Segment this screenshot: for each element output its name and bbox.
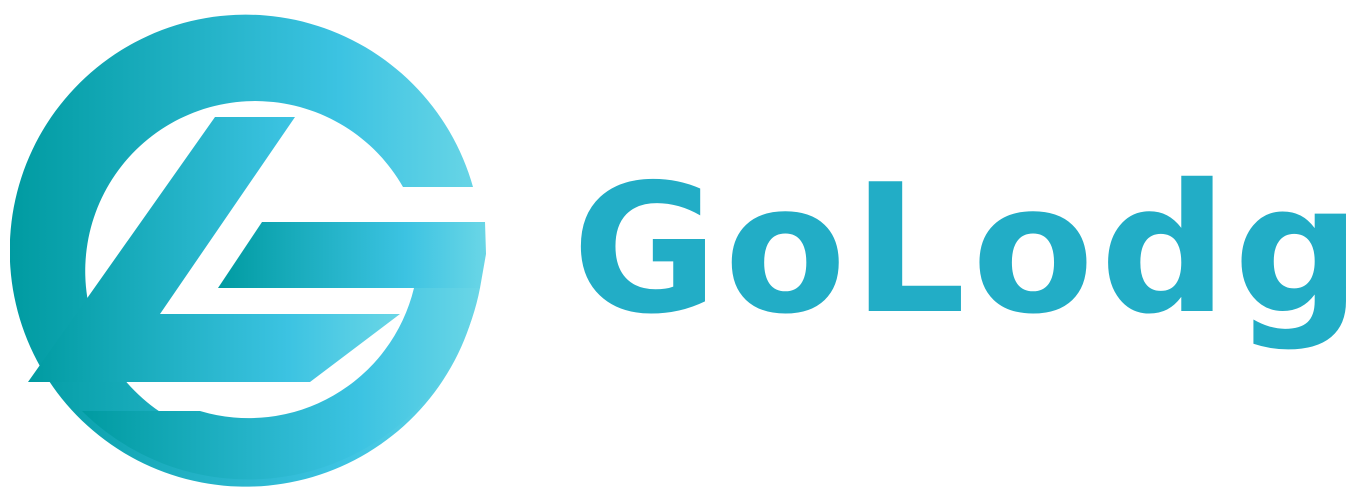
emblem-g-lower: [82, 288, 480, 480]
emblem-l-stroke: [28, 117, 400, 382]
emblem-g-bar: [218, 222, 486, 288]
lg-monogram-icon: [10, 14, 486, 487]
emblem-ring: [10, 14, 482, 487]
brand-name: GoLodge: [572, 146, 1355, 353]
